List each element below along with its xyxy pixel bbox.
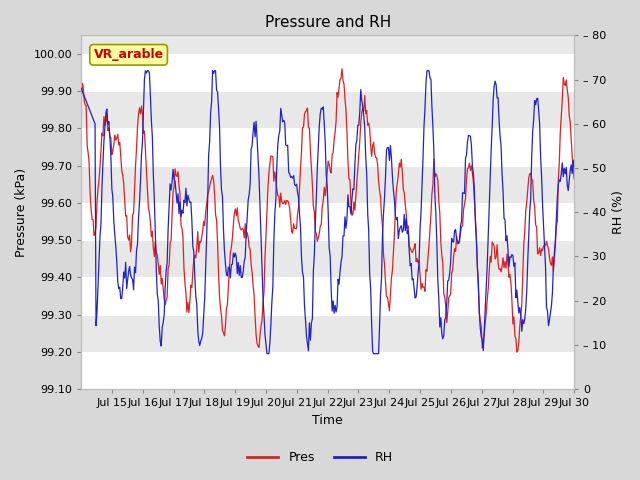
Bar <box>81 91 574 129</box>
Line: Pres: Pres <box>81 69 574 352</box>
RH <box>316 110 324 116</box>
Legend: Pres, RH: Pres, RH <box>242 446 398 469</box>
RH <box>372 351 380 357</box>
RH <box>77 85 85 91</box>
Pres <box>77 97 85 103</box>
RH <box>263 351 271 357</box>
Bar <box>81 314 574 352</box>
RH <box>561 166 568 171</box>
Text: VR_arable: VR_arable <box>93 48 164 61</box>
RH <box>141 68 149 73</box>
Pres <box>312 228 319 234</box>
Pres <box>483 310 490 316</box>
Bar <box>81 240 574 277</box>
Pres <box>314 235 322 240</box>
Pres <box>345 176 353 182</box>
Title: Pressure and RH: Pressure and RH <box>264 15 391 30</box>
RH <box>483 262 491 268</box>
RH <box>346 204 354 209</box>
X-axis label: Time: Time <box>312 414 343 427</box>
Pres <box>570 176 578 181</box>
Pres <box>513 349 521 355</box>
RH <box>314 165 321 171</box>
Pres <box>338 66 346 72</box>
Y-axis label: Pressure (kPa): Pressure (kPa) <box>15 168 28 257</box>
RH <box>570 164 578 170</box>
Y-axis label: RH (%): RH (%) <box>612 190 625 234</box>
Pres <box>561 81 568 87</box>
Pres <box>372 155 380 160</box>
Bar <box>81 166 574 203</box>
Line: RH: RH <box>81 71 574 354</box>
Bar <box>81 36 574 54</box>
